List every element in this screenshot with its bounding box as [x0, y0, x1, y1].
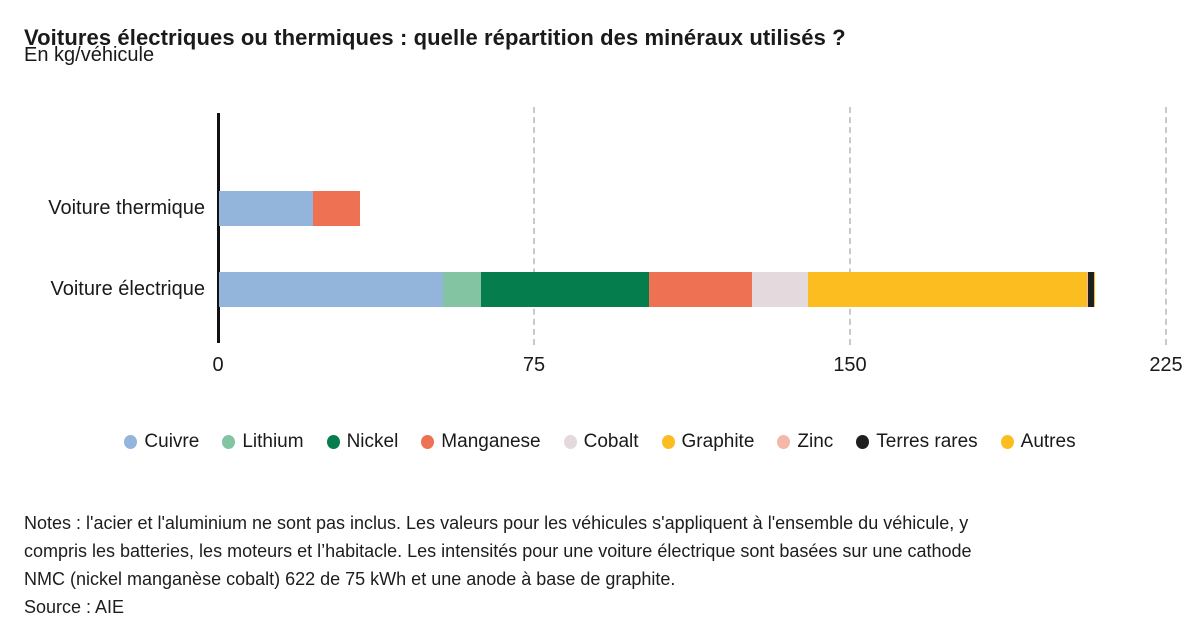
- legend: Cuivre Lithium Nickel Manganese Cobalt Graphi…: [0, 431, 1200, 453]
- legend-label: Cobalt: [583, 431, 639, 452]
- x-tick-label-0: 0: [212, 354, 224, 376]
- category-label: Voiture thermique: [48, 197, 205, 219]
- bar-voiture-electrique: [219, 272, 1095, 307]
- bar-segment-nickel[interactable]: [480, 272, 649, 307]
- bar-segment-lithium[interactable]: [443, 272, 481, 307]
- bar-segment-autres[interactable]: [1093, 272, 1095, 307]
- legend-dot-icon: [777, 435, 791, 449]
- legend-dot-icon: [421, 435, 435, 449]
- bar-segment-manganese[interactable]: [312, 191, 361, 226]
- legend-dot-icon: [326, 435, 340, 449]
- bar-segment-cuivre[interactable]: [219, 191, 313, 226]
- gridline-150: [849, 107, 851, 345]
- gridline-225: [1165, 107, 1167, 345]
- legend-item-terres-rares[interactable]: Terres rares: [856, 431, 978, 453]
- gridline-75: [533, 107, 535, 345]
- legend-dot-icon: [222, 435, 236, 449]
- legend-label: Zinc: [797, 431, 834, 452]
- legend-label: Manganese: [441, 431, 541, 452]
- legend-dot-icon: [1000, 435, 1014, 449]
- x-tick-label-150: 150: [833, 354, 867, 376]
- legend-label: Graphite: [681, 431, 755, 452]
- legend-label: Lithium: [242, 431, 304, 452]
- legend-item-graphite[interactable]: Graphite: [661, 431, 755, 453]
- bar-segment-terres-rares[interactable]: [1087, 272, 1094, 307]
- legend-item-nickel[interactable]: Nickel: [326, 431, 399, 453]
- chart-notes: Notes : l'acier et l'aluminium ne sont p…: [24, 513, 972, 589]
- bar-segment-cobalt[interactable]: [751, 272, 808, 307]
- legend-dot-icon: [124, 435, 138, 449]
- page-title: Voitures électriques ou thermiques : que…: [24, 24, 846, 50]
- y-axis-line: [217, 113, 220, 343]
- legend-item-autres[interactable]: Autres: [1000, 431, 1076, 453]
- x-tick-label-225: 225: [1149, 354, 1183, 376]
- legend-dot-icon: [856, 435, 870, 449]
- bar-segment-graphite[interactable]: [807, 272, 1088, 307]
- bar-segment-cuivre[interactable]: [219, 272, 444, 307]
- bar-segment-manganese[interactable]: [648, 272, 752, 307]
- notes-block: Notes : l'acier et l'aluminium ne sont p…: [24, 509, 984, 621]
- legend-dot-icon: [563, 435, 577, 449]
- x-tick-label-75: 75: [522, 354, 546, 376]
- legend-item-manganese[interactable]: Manganese: [421, 431, 541, 453]
- legend-label: Cuivre: [144, 431, 200, 452]
- category-label: Voiture électrique: [50, 278, 205, 300]
- legend-label: Autres: [1020, 431, 1076, 452]
- legend-item-cuivre[interactable]: Cuivre: [124, 431, 199, 453]
- legend-dot-icon: [661, 435, 675, 449]
- legend-item-cobalt[interactable]: Cobalt: [563, 431, 639, 453]
- bar-voiture-thermique: [219, 191, 361, 226]
- legend-label: Terres rares: [876, 431, 978, 452]
- chart-source: Source : AIE: [24, 597, 125, 617]
- legend-label: Nickel: [346, 431, 399, 452]
- legend-item-zinc[interactable]: Zinc: [777, 431, 833, 453]
- chart-subtitle: En kg/véhicule: [24, 44, 155, 66]
- legend-item-lithium[interactable]: Lithium: [222, 431, 304, 453]
